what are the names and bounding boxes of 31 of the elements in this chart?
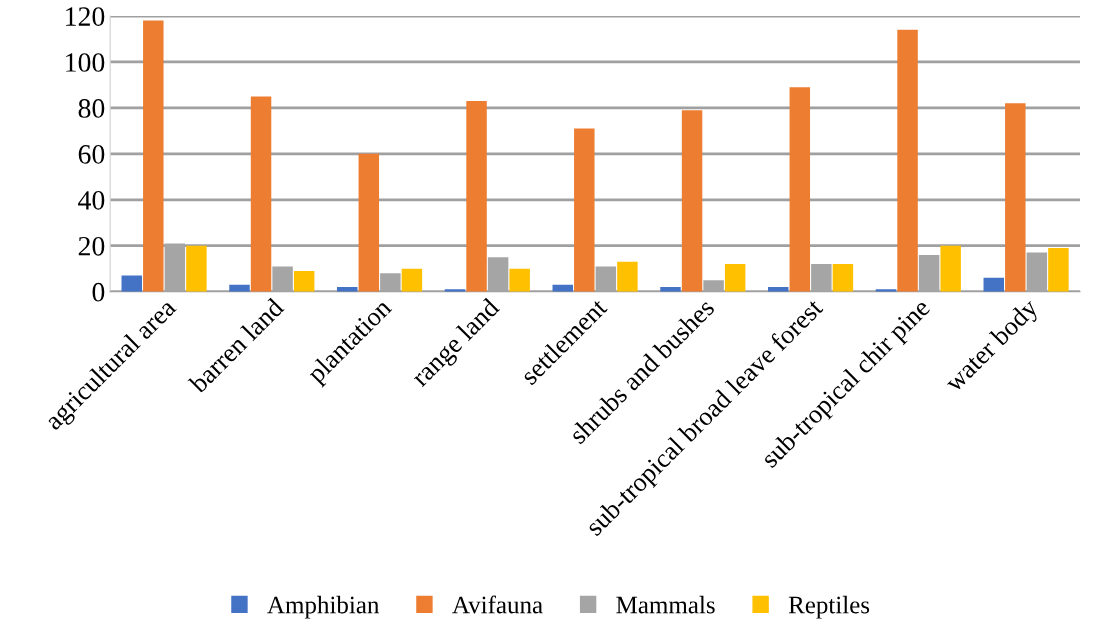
- bar: [617, 261, 638, 292]
- bar: [897, 29, 918, 292]
- y-tick-label: 40: [78, 190, 105, 210]
- legend-label: Avifauna: [452, 595, 543, 614]
- y-tick-label: 80: [78, 99, 105, 118]
- y-tick-label: 60: [78, 145, 105, 164]
- bar: [1048, 248, 1069, 292]
- bar: [466, 101, 487, 292]
- bar: [358, 153, 380, 292]
- bar: [789, 87, 811, 292]
- legend-label: Mammals: [616, 595, 715, 614]
- bar: [681, 110, 703, 292]
- bar: [509, 268, 530, 292]
- bar: [143, 20, 164, 292]
- bar: [724, 264, 746, 292]
- y-tick-label: 120: [66, 7, 105, 26]
- bar: [250, 96, 272, 292]
- bar: [983, 277, 1004, 292]
- y-tick-label: 20: [78, 236, 105, 256]
- bar: [1005, 103, 1026, 292]
- legend-label: Reptiles: [788, 595, 870, 619]
- bar: [832, 264, 854, 292]
- bar: [401, 268, 423, 292]
- y-tick-label: 100: [66, 53, 105, 72]
- bar: [293, 270, 315, 292]
- bar: [574, 128, 595, 292]
- bar: [186, 245, 207, 292]
- bar: [121, 275, 142, 292]
- legend-label: Amphibian: [267, 595, 380, 619]
- bar: [940, 245, 961, 292]
- y-tick-label: 0: [92, 282, 105, 302]
